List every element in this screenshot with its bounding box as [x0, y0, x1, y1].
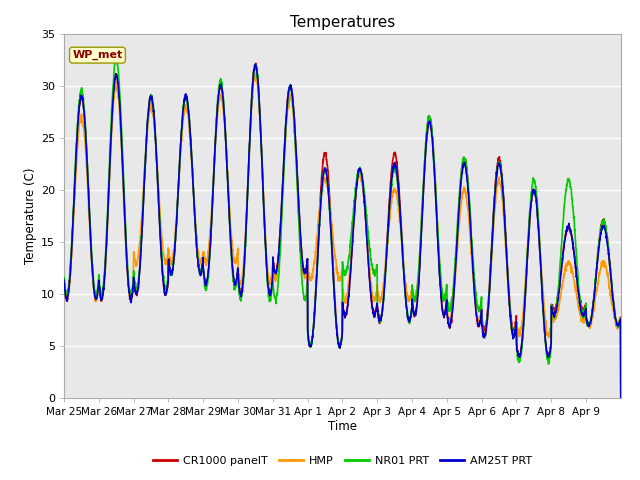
CR1000 panelT	[60, 279, 68, 285]
CR1000 panelT	[236, 288, 244, 294]
Line: NR01 PRT: NR01 PRT	[64, 58, 621, 399]
Line: AM25T PRT: AM25T PRT	[64, 64, 621, 397]
AM25T PRT	[376, 317, 384, 323]
CR1000 panelT	[542, 339, 550, 345]
CR1000 panelT	[376, 320, 384, 325]
AM25T PRT	[542, 339, 550, 345]
HMP	[510, 330, 518, 336]
NR01 PRT	[236, 294, 244, 300]
HMP	[60, 281, 68, 287]
NR01 PRT	[510, 334, 518, 340]
HMP	[236, 279, 244, 285]
AM25T PRT	[252, 61, 259, 67]
NR01 PRT	[609, 296, 617, 302]
HMP	[251, 71, 259, 76]
HMP	[376, 300, 384, 305]
AM25T PRT	[617, 394, 625, 400]
AM25T PRT	[60, 277, 68, 283]
CR1000 panelT	[116, 102, 124, 108]
CR1000 panelT	[609, 294, 617, 300]
CR1000 panelT	[510, 327, 518, 333]
NR01 PRT	[376, 317, 384, 323]
Text: WP_met: WP_met	[72, 50, 123, 60]
HMP	[542, 320, 550, 326]
HMP	[617, 395, 625, 401]
Line: CR1000 panelT: CR1000 panelT	[64, 63, 621, 397]
NR01 PRT	[113, 55, 120, 61]
Y-axis label: Temperature (C): Temperature (C)	[24, 168, 36, 264]
CR1000 panelT	[617, 395, 625, 400]
Legend: CR1000 panelT, HMP, NR01 PRT, AM25T PRT: CR1000 panelT, HMP, NR01 PRT, AM25T PRT	[148, 451, 536, 470]
HMP	[609, 305, 617, 311]
NR01 PRT	[542, 342, 550, 348]
AM25T PRT	[510, 331, 518, 337]
Line: HMP: HMP	[64, 73, 621, 398]
Title: Temperatures: Temperatures	[290, 15, 395, 30]
AM25T PRT	[116, 99, 124, 105]
CR1000 panelT	[252, 60, 260, 66]
NR01 PRT	[60, 274, 68, 280]
HMP	[116, 112, 124, 118]
X-axis label: Time: Time	[328, 420, 357, 433]
AM25T PRT	[609, 297, 617, 302]
NR01 PRT	[116, 92, 124, 97]
AM25T PRT	[236, 289, 244, 295]
NR01 PRT	[617, 396, 625, 402]
